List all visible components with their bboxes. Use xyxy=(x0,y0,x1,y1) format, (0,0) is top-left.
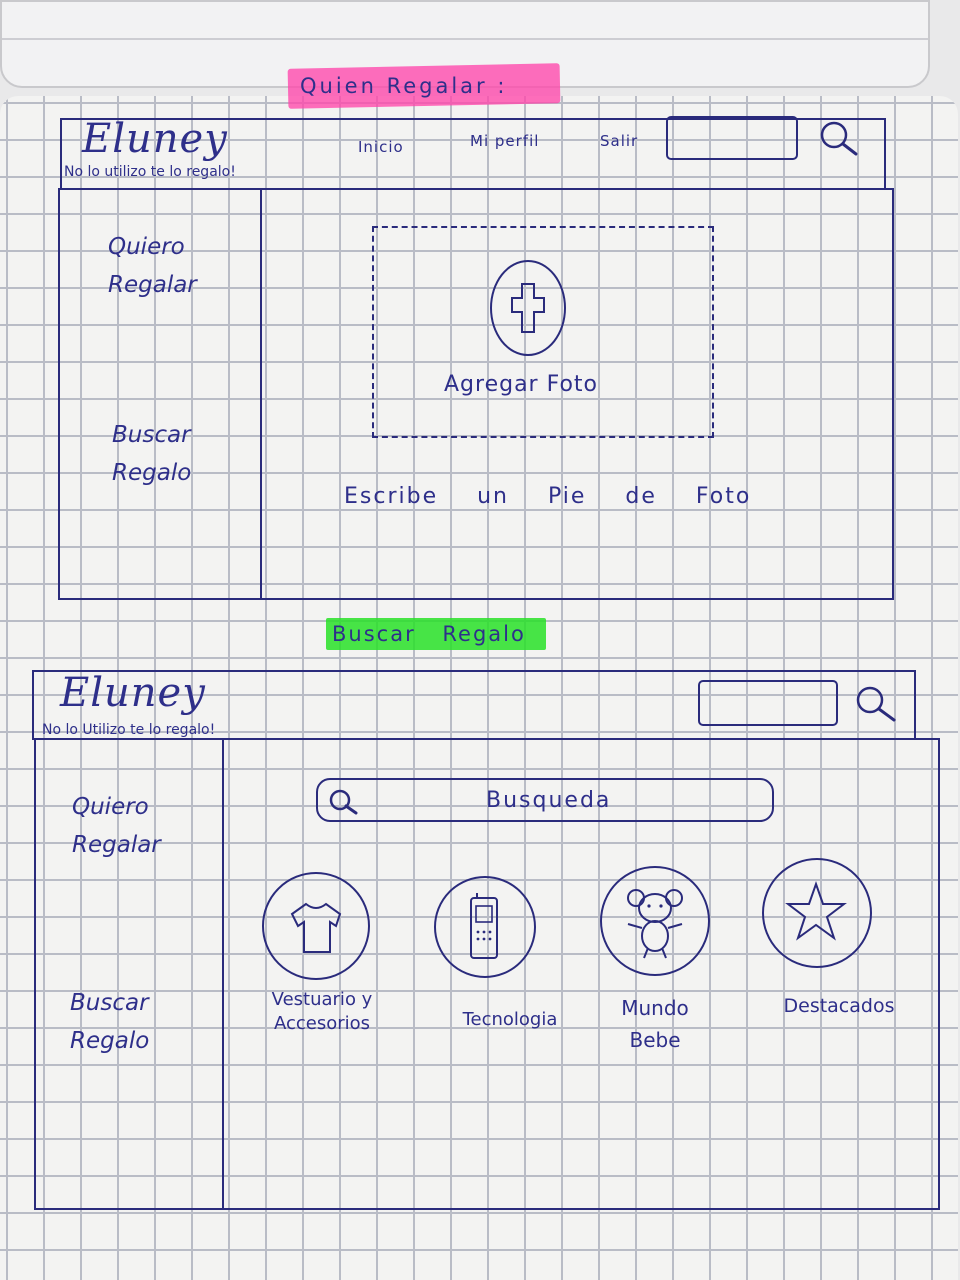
graph-paper xyxy=(0,96,958,1280)
wf2-search-icon[interactable] xyxy=(852,682,902,724)
wf2-search-bar[interactable] xyxy=(316,778,774,822)
category-destacados-label: Destacados xyxy=(783,995,895,1017)
category-tecnologia-button[interactable] xyxy=(434,876,536,978)
phone-icon xyxy=(470,893,498,959)
wf1-search-icon[interactable] xyxy=(816,118,864,158)
wf1-search-input[interactable] xyxy=(666,116,798,160)
wf1-sidebar-buscar-regalo[interactable]: Buscar Regalo xyxy=(112,422,192,486)
section-title-highlight-green xyxy=(326,618,546,650)
shirt-icon xyxy=(290,902,342,953)
wf1-frame xyxy=(58,188,894,600)
wf1-nav-salir[interactable]: Salir xyxy=(600,132,639,150)
wf1-logo[interactable]: Eluney xyxy=(82,116,228,162)
wf2-sidebar-buscar-regalo[interactable]: Buscar Regalo xyxy=(70,990,150,1054)
wf1-sidebar-divider xyxy=(260,188,262,600)
category-vestuario-label: Vestuario y Accesorios xyxy=(271,989,373,1034)
teddy-bear-icon xyxy=(627,889,683,959)
wf2-tagline: No lo Utilizo te lo regalo! xyxy=(42,722,216,738)
wf2-search-input[interactable] xyxy=(698,680,838,726)
wf2-frame xyxy=(34,738,940,1210)
category-vestuario-button[interactable] xyxy=(262,872,370,980)
wf1-nav-mi-perfil[interactable]: Mi perfil xyxy=(470,132,540,150)
wf2-logo[interactable]: Eluney xyxy=(60,670,206,716)
wf1-add-photo-button[interactable] xyxy=(490,260,566,356)
wf1-caption-input[interactable]: Escribe un Pie de Foto xyxy=(344,484,752,509)
category-tecnologia-label: Tecnologia xyxy=(462,1009,558,1030)
section-title-buscar-regalo: Buscar Regalo xyxy=(332,622,526,646)
category-mundo-bebe-label: Mundo Bebe xyxy=(621,996,689,1052)
wf1-sidebar-quiero-regalar[interactable]: Quiero Regalar xyxy=(108,234,197,298)
wf2-sidebar-divider xyxy=(222,738,224,1210)
category-mundo-bebe-button[interactable] xyxy=(600,866,710,976)
wf1-tagline: No lo utilizo te lo regalo! xyxy=(64,164,236,180)
wf2-search-placeholder: Busqueda xyxy=(486,788,612,813)
star-icon xyxy=(785,880,847,941)
section-title-quien-regalar: Quien Regalar : xyxy=(300,74,508,98)
wf1-photo-upload-area[interactable] xyxy=(372,226,714,438)
wf2-sidebar-quiero-regalar[interactable]: Quiero Regalar xyxy=(72,794,161,858)
wf1-add-photo-label: Agregar Foto xyxy=(444,372,599,397)
category-destacados-button[interactable] xyxy=(762,858,872,968)
wf1-plus-icon xyxy=(511,283,545,333)
wf2-search-bar-icon xyxy=(329,789,358,815)
wf1-nav-inicio[interactable]: Inicio xyxy=(358,138,404,156)
